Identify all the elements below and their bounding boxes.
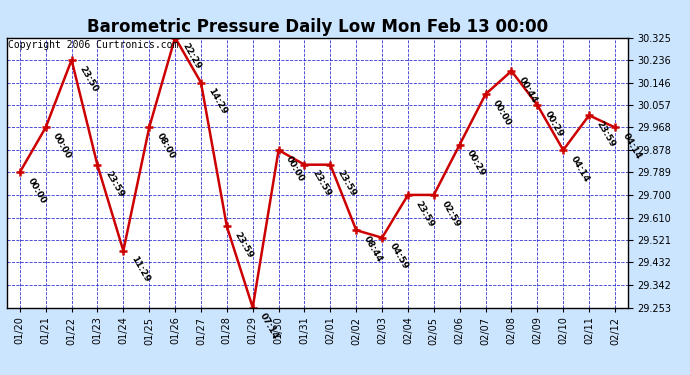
Text: 11:29: 11:29 (129, 255, 151, 284)
Text: 02:59: 02:59 (440, 199, 462, 228)
Text: 00:29: 00:29 (465, 149, 487, 178)
Title: Barometric Pressure Daily Low Mon Feb 13 00:00: Barometric Pressure Daily Low Mon Feb 13… (87, 18, 548, 36)
Text: 04:14: 04:14 (569, 154, 591, 184)
Text: 00:00: 00:00 (284, 154, 306, 183)
Text: 04:14: 04:14 (620, 132, 642, 161)
Text: 00:00: 00:00 (26, 176, 47, 205)
Text: 04:59: 04:59 (388, 242, 410, 271)
Text: 23:59: 23:59 (103, 170, 125, 199)
Text: 23:59: 23:59 (233, 231, 255, 260)
Text: 23:59: 23:59 (595, 120, 617, 149)
Text: 00:00: 00:00 (491, 98, 513, 127)
Text: 23:59: 23:59 (336, 169, 358, 198)
Text: Copyright 2006 Curtronics.com: Copyright 2006 Curtronics.com (8, 40, 179, 50)
Text: 00:00: 00:00 (51, 132, 73, 160)
Text: 08:00: 08:00 (155, 132, 177, 160)
Text: 23:59: 23:59 (413, 199, 435, 228)
Text: 08:44: 08:44 (362, 234, 384, 264)
Text: 14:29: 14:29 (206, 87, 229, 116)
Text: 00:44: 00:44 (517, 75, 539, 105)
Text: 00:29: 00:29 (543, 109, 565, 138)
Text: 23:59: 23:59 (310, 169, 332, 198)
Text: 07:14: 07:14 (258, 312, 280, 341)
Text: 23:50: 23:50 (77, 64, 99, 93)
Text: 22:29: 22:29 (181, 42, 203, 71)
